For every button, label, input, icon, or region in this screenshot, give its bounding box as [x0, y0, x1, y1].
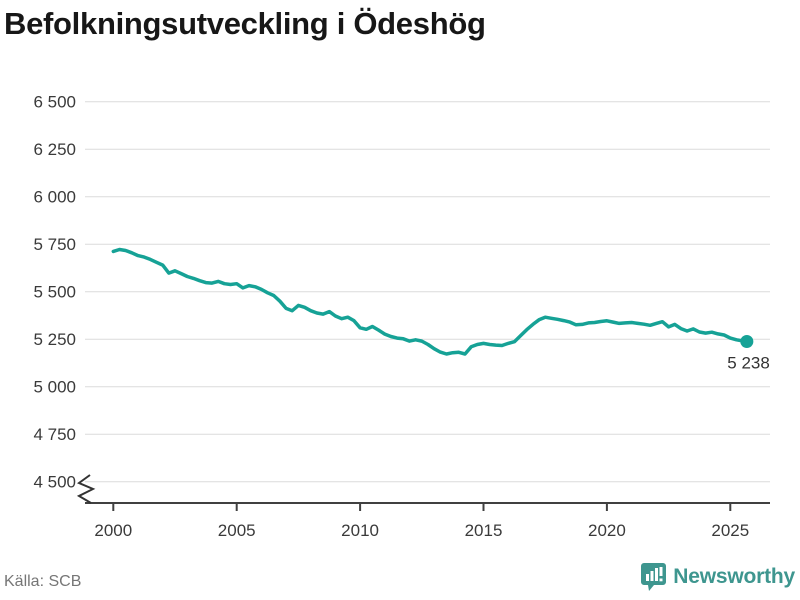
population-line [111, 247, 749, 356]
x-axis-label: 2000 [94, 521, 132, 540]
y-axis-label: 4 750 [33, 425, 76, 444]
end-point-dot [740, 334, 754, 348]
y-axis-label: 4 500 [33, 473, 76, 492]
x-axis-label: 2020 [588, 521, 626, 540]
y-axis-label: 6 000 [33, 188, 76, 207]
y-axis-label: 6 500 [33, 93, 76, 112]
y-axis-label: 6 250 [33, 140, 76, 159]
x-axis-label: 2005 [218, 521, 256, 540]
newsworthy-chart-bubble-icon [641, 563, 667, 591]
y-axis-break-icon [76, 474, 96, 504]
y-axis-label: 5 500 [33, 283, 76, 302]
y-axis-label: 5 250 [33, 330, 76, 349]
y-axis-label: 5 000 [33, 378, 76, 397]
x-axis-label: 2015 [465, 521, 503, 540]
source-label: Källa: SCB [4, 573, 82, 590]
x-axis-label: 2010 [341, 521, 379, 540]
end-point-label: 5 238 [727, 353, 770, 372]
newsworthy-logo: Newsworthy [641, 562, 795, 592]
chart-title: Befolkningsutveckling i Ödeshög [4, 6, 486, 41]
newsworthy-wordmark: Newsworthy [673, 565, 795, 588]
x-axis-label: 2025 [711, 521, 749, 540]
y-axis-label: 5 750 [33, 235, 76, 254]
